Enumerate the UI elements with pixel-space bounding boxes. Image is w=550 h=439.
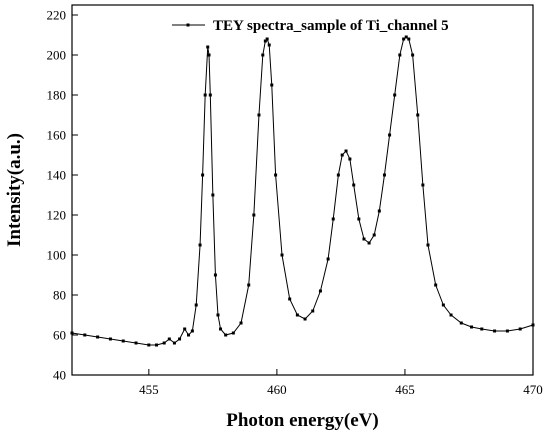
data-point xyxy=(213,273,217,277)
x-tick-label-460: 460 xyxy=(267,382,287,397)
plot-frame xyxy=(71,4,534,376)
data-point xyxy=(411,53,415,57)
data-point xyxy=(206,45,210,49)
data-point xyxy=(372,233,376,237)
data-point xyxy=(224,333,228,337)
data-point xyxy=(505,329,509,333)
data-point xyxy=(377,209,381,213)
data-point xyxy=(407,37,411,41)
data-point xyxy=(357,217,361,221)
x-axis-title: Photon energy(eV) xyxy=(226,410,379,431)
data-point xyxy=(441,303,445,307)
data-point xyxy=(270,83,274,87)
data-point xyxy=(340,153,344,157)
data-point xyxy=(201,173,205,177)
data-point xyxy=(348,157,352,161)
data-point xyxy=(303,317,307,321)
y-tick-label-160: 160 xyxy=(47,128,67,143)
y-tick-label-100: 100 xyxy=(47,248,67,263)
data-point xyxy=(162,341,166,345)
data-point xyxy=(426,243,430,247)
y-tick-label-80: 80 xyxy=(53,288,66,303)
data-point xyxy=(265,37,269,41)
data-point xyxy=(318,289,322,293)
data-point xyxy=(252,213,256,217)
data-point xyxy=(344,149,348,153)
data-point xyxy=(183,327,187,331)
data-point xyxy=(208,93,212,97)
data-point xyxy=(257,113,261,117)
x-tick-label-470: 470 xyxy=(523,382,543,397)
data-point xyxy=(421,183,425,187)
y-tick-label-60: 60 xyxy=(53,328,66,343)
data-point xyxy=(134,341,138,345)
data-point xyxy=(121,339,125,343)
data-point xyxy=(83,333,87,337)
data-point xyxy=(336,173,340,177)
data-point xyxy=(449,313,453,317)
data-point xyxy=(239,321,243,325)
data-point xyxy=(295,313,299,317)
data-point xyxy=(207,53,211,57)
data-point xyxy=(247,283,251,287)
data-point xyxy=(96,335,100,339)
data-point xyxy=(219,327,223,331)
data-point xyxy=(261,53,265,57)
data-point xyxy=(203,93,207,97)
ticks-layer: 455 460 465 470 40 60 80 100 120 140 160 180 200 220 xyxy=(47,8,543,398)
data-point xyxy=(459,321,463,325)
data-point xyxy=(367,241,371,245)
data-point xyxy=(416,113,420,117)
data-point xyxy=(280,253,284,257)
data-point xyxy=(178,337,182,341)
data-point xyxy=(263,39,267,43)
y-tick-label-220: 220 xyxy=(47,8,67,23)
data-point xyxy=(211,193,215,197)
data-point xyxy=(274,173,278,177)
data-point xyxy=(362,237,366,241)
data-point xyxy=(155,343,159,347)
y-axis-title: Intensity(a.u.) xyxy=(4,133,25,247)
data-point xyxy=(190,329,194,333)
data-point xyxy=(326,257,330,261)
data-point xyxy=(480,327,484,331)
data-point xyxy=(493,329,497,333)
data-point xyxy=(108,337,112,341)
data-point xyxy=(216,313,220,317)
data-point xyxy=(393,93,397,97)
data-point xyxy=(331,217,335,221)
legend-label: TEY spectra_sample of Ti_channel 5 xyxy=(213,18,449,34)
y-tick-label-200: 200 xyxy=(47,48,67,63)
data-point xyxy=(172,341,176,345)
y-tick-label-180: 180 xyxy=(47,88,67,103)
data-point xyxy=(288,297,292,301)
data-point xyxy=(187,333,191,337)
data-point xyxy=(382,173,386,177)
data-point xyxy=(311,309,315,313)
series-line-0 xyxy=(71,36,534,346)
series-layer xyxy=(70,35,535,347)
data-point xyxy=(518,327,522,331)
legend: TEY spectra_sample of Ti_channel 5 xyxy=(172,18,449,34)
y-tick-label-120: 120 xyxy=(47,208,67,223)
data-point xyxy=(470,325,474,329)
data-point xyxy=(388,133,392,137)
data-point xyxy=(398,53,402,57)
x-tick-label-455: 455 xyxy=(139,382,159,397)
data-point xyxy=(198,243,202,247)
data-point xyxy=(404,35,408,39)
data-point xyxy=(352,183,356,187)
data-point xyxy=(267,43,271,47)
y-tick-label-40: 40 xyxy=(53,368,66,383)
data-point xyxy=(402,37,406,41)
data-point xyxy=(167,337,171,341)
data-point xyxy=(231,331,235,335)
legend-marker xyxy=(186,23,190,27)
x-tick-label-465: 465 xyxy=(395,382,415,397)
y-tick-label-140: 140 xyxy=(47,168,67,183)
data-point xyxy=(434,283,438,287)
data-point xyxy=(147,343,151,347)
data-point xyxy=(194,303,198,307)
